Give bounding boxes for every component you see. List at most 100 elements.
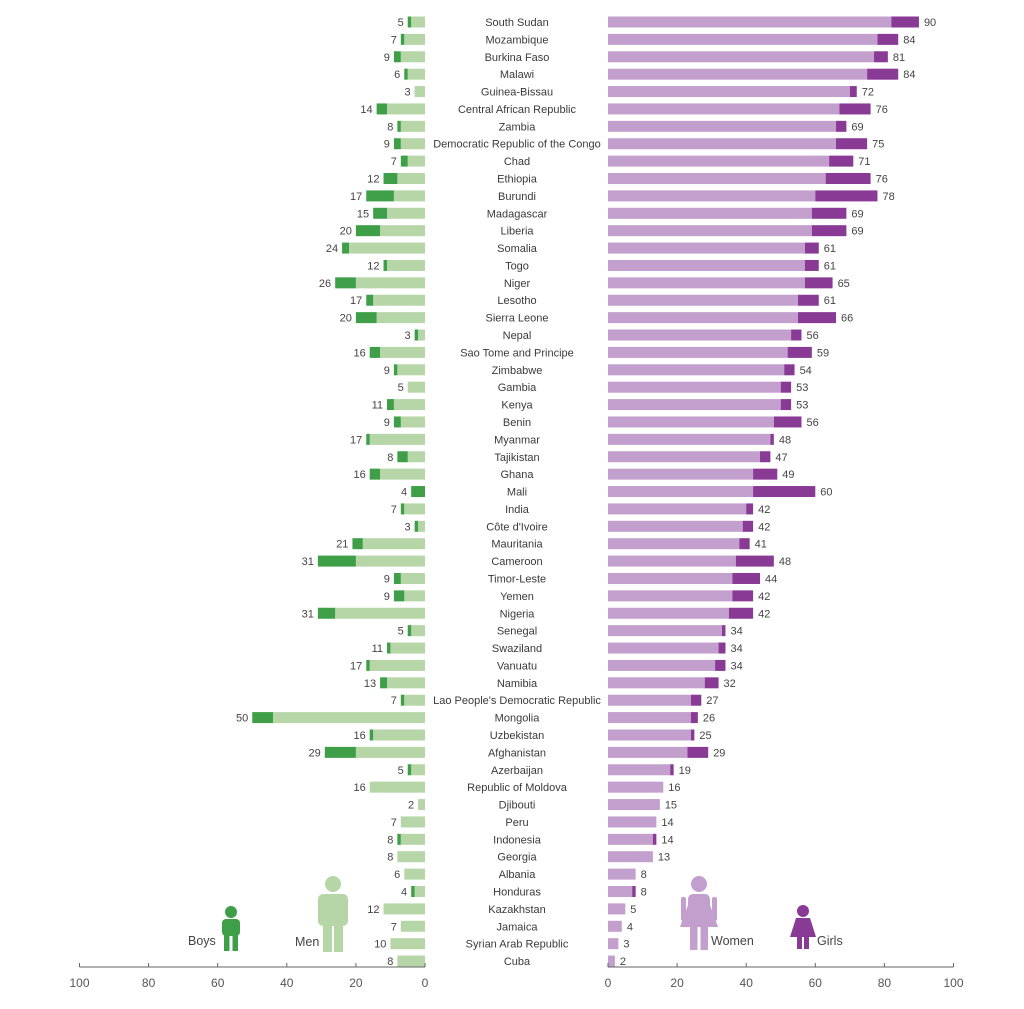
left-axis-tick-label: 100 bbox=[69, 976, 89, 990]
country-row: 12 Ethiopia 76 bbox=[367, 173, 888, 186]
bar-women bbox=[608, 746, 688, 758]
bar-boys bbox=[366, 659, 370, 671]
bar-men bbox=[404, 33, 425, 45]
bar-boys bbox=[393, 51, 401, 63]
bar-men bbox=[400, 920, 425, 932]
label-women-total: 61 bbox=[824, 295, 836, 307]
country-label: Cameroon bbox=[491, 556, 542, 568]
country-row: 3 Nepal 56 bbox=[405, 329, 819, 342]
country-row: 16 Sao Tome and Principe 59 bbox=[353, 346, 829, 359]
label-women-total: 34 bbox=[730, 643, 742, 655]
label-men-total: 24 bbox=[326, 243, 338, 255]
left-axis-tick-label: 20 bbox=[349, 976, 363, 990]
label-men-total: 5 bbox=[398, 17, 404, 29]
country-row: 8 Cuba 2 bbox=[387, 955, 626, 968]
country-row: 9 Timor-Leste 44 bbox=[384, 572, 777, 585]
label-women-total: 34 bbox=[730, 660, 742, 672]
country-label: Cuba bbox=[504, 956, 531, 968]
bar-women bbox=[608, 346, 788, 358]
country-row: 5 Gambia 53 bbox=[398, 381, 808, 394]
label-men-total: 9 bbox=[384, 139, 390, 151]
bar-girls bbox=[891, 16, 919, 28]
bar-boys bbox=[400, 503, 405, 515]
country-label: Nigeria bbox=[500, 608, 536, 620]
label-men-total: 10 bbox=[374, 939, 386, 951]
label-women-total: 3 bbox=[623, 939, 629, 951]
bar-men bbox=[373, 294, 425, 306]
label-men-total: 2 bbox=[408, 800, 414, 812]
country-label: Kenya bbox=[501, 400, 533, 412]
label-women-total: 61 bbox=[824, 243, 836, 255]
country-row: 10 Syrian Arab Republic 3 bbox=[374, 938, 629, 951]
bar-boys bbox=[386, 642, 391, 654]
country-row: 13 Namibia 32 bbox=[364, 677, 736, 690]
label-women-total: 69 bbox=[851, 208, 863, 220]
country-row: 9 Democratic Republic of the Congo 75 bbox=[384, 138, 884, 151]
bar-men bbox=[411, 625, 425, 637]
country-label: Liberia bbox=[500, 226, 534, 238]
bar-boys bbox=[380, 677, 387, 689]
bar-women bbox=[608, 642, 719, 654]
bar-men bbox=[383, 903, 425, 915]
country-label: Côte d'Ivoire bbox=[486, 521, 547, 533]
bar-girls bbox=[760, 451, 771, 463]
country-row: 21 Mauritania 41 bbox=[336, 538, 767, 551]
country-label: Lesotho bbox=[497, 295, 536, 307]
bar-women bbox=[608, 68, 868, 80]
country-label: Syrian Arab Republic bbox=[466, 939, 569, 951]
bar-boys bbox=[404, 68, 408, 80]
bar-girls bbox=[690, 729, 695, 741]
bar-girls bbox=[632, 886, 636, 897]
bar-boys bbox=[393, 572, 401, 584]
bar-women bbox=[608, 851, 653, 863]
bar-girls bbox=[732, 572, 761, 584]
label-men-total: 17 bbox=[350, 660, 362, 672]
label-men-total: 9 bbox=[384, 52, 390, 64]
country-row: 3 Guinea-Bissau 72 bbox=[405, 86, 874, 99]
country-label: Central African Republic bbox=[458, 104, 577, 116]
label-women-total: 42 bbox=[758, 591, 770, 603]
bar-boys bbox=[369, 346, 381, 358]
bar-women bbox=[608, 277, 805, 289]
country-row: 20 Liberia 69 bbox=[340, 225, 864, 238]
label-women-total: 14 bbox=[661, 817, 673, 829]
country-row: 50 Mongolia 26 bbox=[236, 712, 715, 725]
chart-rows: 5 South Sudan 907 Mozambique 849 Burkina Faso… bbox=[236, 16, 936, 968]
label-men-total: 4 bbox=[401, 487, 407, 499]
bar-girls bbox=[784, 364, 795, 376]
label-women-total: 8 bbox=[641, 887, 647, 899]
label-men-total: 12 bbox=[367, 904, 379, 916]
bar-men bbox=[369, 781, 425, 793]
bar-women bbox=[608, 729, 691, 741]
label-men-total: 17 bbox=[350, 191, 362, 203]
label-men-total: 16 bbox=[353, 782, 365, 794]
bar-men bbox=[404, 694, 425, 706]
label-women-total: 49 bbox=[782, 469, 794, 481]
bar-women bbox=[608, 120, 837, 132]
bar-women bbox=[608, 16, 892, 28]
label-women-total: 13 bbox=[658, 852, 670, 864]
country-label: Tajikistan bbox=[494, 452, 539, 464]
country-row: 12 Togo 61 bbox=[367, 259, 836, 272]
bar-girls bbox=[670, 764, 674, 776]
bar-women bbox=[608, 433, 771, 445]
label-men-total: 8 bbox=[387, 852, 393, 864]
legend-girls: Girls bbox=[817, 934, 843, 948]
bar-girls bbox=[718, 642, 726, 654]
country-row: 16 Ghana 49 bbox=[353, 468, 795, 481]
bar-boys bbox=[393, 590, 405, 602]
bar-girls bbox=[728, 607, 754, 619]
label-men-total: 16 bbox=[353, 469, 365, 481]
bar-girls bbox=[798, 312, 837, 324]
bar-men bbox=[400, 138, 425, 150]
label-men-total: 7 bbox=[391, 817, 397, 829]
bar-women bbox=[608, 207, 812, 219]
bar-girls bbox=[732, 590, 754, 602]
label-women-total: 15 bbox=[665, 800, 677, 812]
label-women-total: 54 bbox=[800, 365, 812, 377]
country-row: 20 Sierra Leone 66 bbox=[340, 312, 853, 325]
label-women-total: 60 bbox=[820, 487, 832, 499]
country-label: Azerbaijan bbox=[491, 765, 543, 777]
label-men-total: 12 bbox=[367, 260, 379, 272]
bar-men bbox=[400, 51, 425, 63]
